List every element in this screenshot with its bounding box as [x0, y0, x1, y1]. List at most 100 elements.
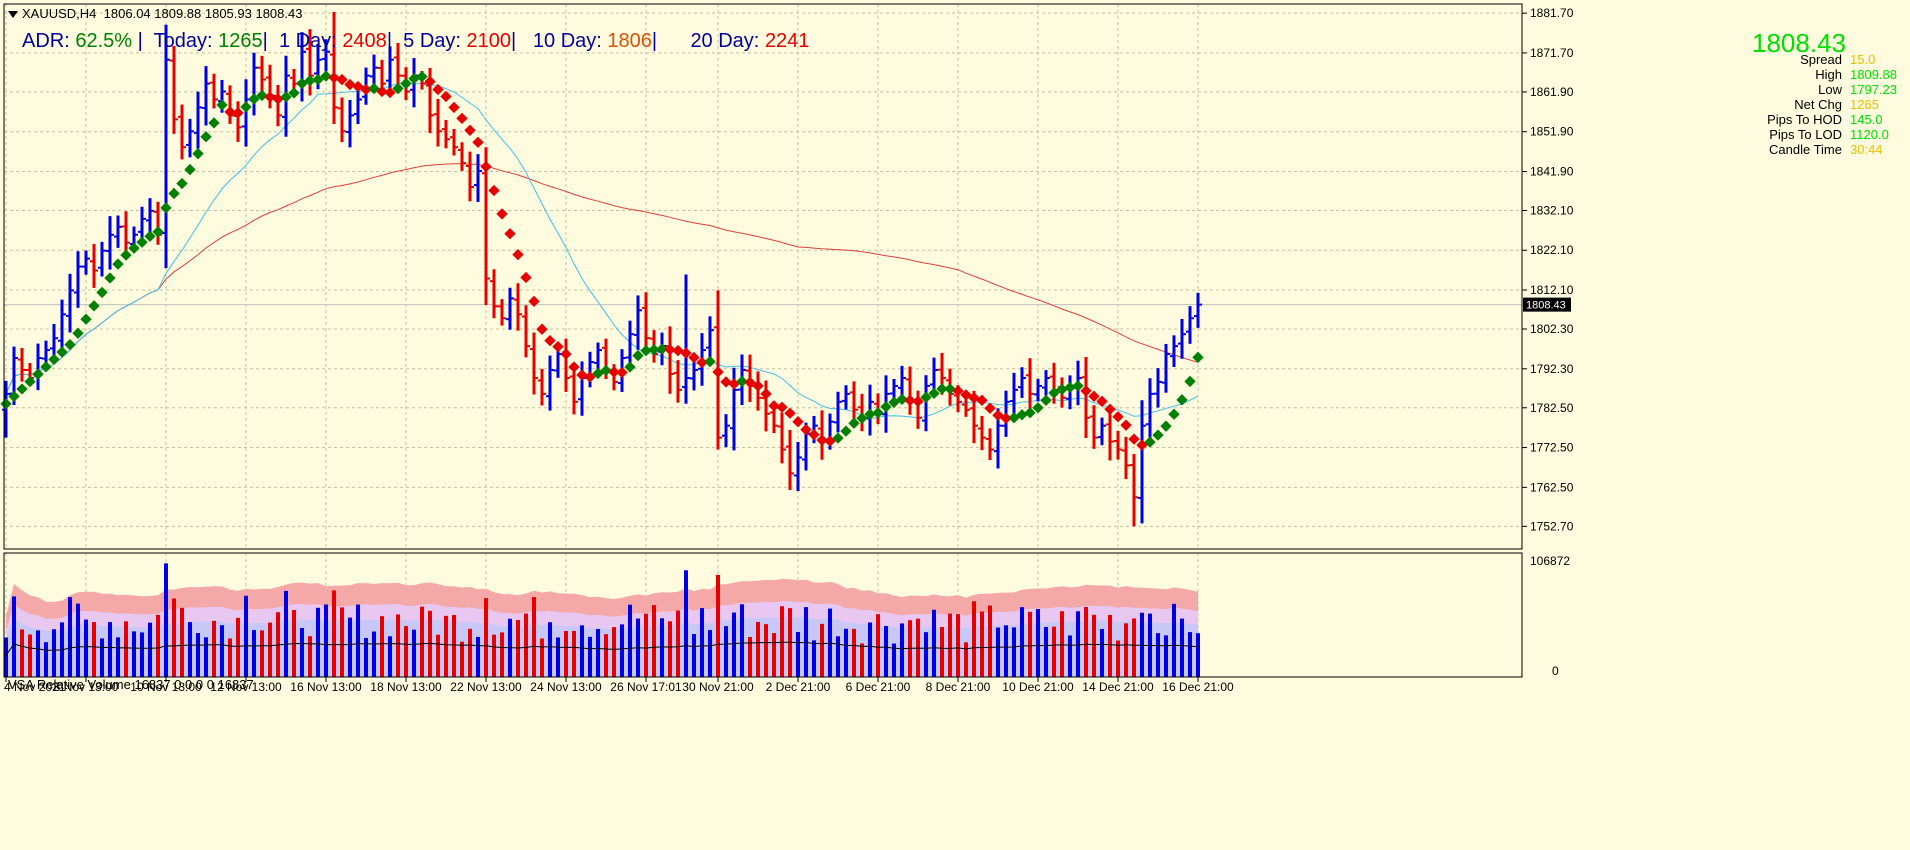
volume-bar: [436, 634, 440, 677]
trend-dot: [1024, 407, 1036, 419]
ohlc-bar: [1186, 306, 1194, 344]
volume-bar: [940, 626, 944, 677]
volume-bar: [1124, 623, 1128, 677]
y-tick-label: 1881.70: [1530, 6, 1574, 20]
trend-dot: [1016, 409, 1028, 421]
trend-dot: [472, 136, 484, 148]
trend-dot: [1072, 380, 1084, 392]
volume-bar: [740, 604, 744, 677]
trend-dots: [0, 70, 1204, 451]
volume-bar: [1076, 611, 1080, 677]
ohlc-bar: [1018, 367, 1026, 398]
volume-bar: [116, 637, 120, 677]
ohlc-bar: [202, 66, 210, 126]
ohlc-bar: [162, 24, 170, 269]
ohlc-bar: [530, 332, 538, 395]
trend-dot: [112, 258, 124, 270]
trend-dot: [1048, 387, 1060, 399]
trend-dot: [976, 394, 988, 406]
trend-dot: [568, 361, 580, 373]
x-tick-label: 2 Dec 21:00: [766, 680, 831, 694]
y-tick-label: 1752.70: [1530, 519, 1574, 533]
volume-bar: [932, 609, 936, 677]
x-tick-label: 8 Nov 13:00: [54, 680, 119, 694]
volume-bar: [764, 624, 768, 677]
volume-bar: [596, 629, 600, 677]
volume-bar: [1004, 625, 1008, 677]
x-tick-label: 10 Nov 13:00: [130, 680, 202, 694]
volume-bar: [724, 626, 728, 677]
x-tick-label: 8 Dec 21:00: [926, 680, 991, 694]
trend-dot: [488, 184, 500, 197]
ohlc-bar: [794, 441, 802, 492]
trend-dot: [1160, 420, 1172, 432]
ohlc-bar: [250, 52, 258, 116]
d5-label: 5 Day:: [403, 30, 461, 52]
trend-dot: [16, 383, 28, 395]
volume-bar: [252, 630, 256, 677]
trend-dot: [872, 407, 884, 419]
volume-bar: [356, 604, 360, 677]
trend-dot: [1184, 375, 1196, 388]
ohlc-bar: [434, 98, 442, 147]
symbol-header[interactable]: XAUUSD,H4 1806.04 1809.88 1805.93 1808.4…: [8, 6, 302, 21]
volume-subwindow: [4, 563, 1200, 677]
volume-bar: [716, 574, 720, 677]
x-tick-label: 12 Nov 13:00: [210, 680, 282, 694]
trend-dot: [48, 353, 60, 366]
x-tick-label: 26 Nov 17:01: [610, 680, 682, 694]
dropdown-triangle-icon[interactable]: [8, 11, 18, 19]
volume-bar: [452, 614, 456, 677]
volume-bar: [124, 621, 128, 677]
volume-bar: [660, 618, 664, 677]
trend-dot: [720, 376, 732, 388]
trend-dot: [784, 407, 796, 419]
info-value: 145.0: [1850, 112, 1883, 127]
ohlc-bar: [458, 142, 466, 171]
volume-bar: [1172, 603, 1176, 677]
volume-bar: [68, 597, 72, 677]
ohlc-bar: [1162, 343, 1170, 393]
ohlc-bar: [90, 243, 98, 288]
ohlc-bar: [66, 273, 74, 333]
ohlc-bar: [666, 326, 674, 394]
ohlc-bar: [474, 154, 482, 202]
trend-dot: [64, 338, 76, 351]
volume-bar: [172, 598, 176, 677]
volume-bar: [284, 590, 288, 677]
ohlc-bar: [506, 287, 514, 330]
volume-bar: [868, 622, 872, 677]
volume-bar: [164, 563, 168, 677]
ohlc-bar: [1122, 436, 1130, 480]
ohlc-bar: [842, 385, 850, 410]
volume-bar: [924, 632, 928, 677]
volume-bar: [260, 630, 264, 677]
volume-bar: [1044, 626, 1048, 677]
trend-dot: [880, 401, 892, 413]
volume-bar: [484, 598, 488, 677]
sep-3: |: [386, 30, 393, 52]
ohlc-bar: [498, 299, 506, 326]
volume-bar: [44, 642, 48, 677]
ohlc-bar: [354, 89, 362, 125]
trend-dot: [1056, 383, 1068, 396]
grid-lines: [4, 4, 1522, 677]
trend-dot: [1000, 412, 1012, 424]
volume-bar: [756, 621, 760, 677]
ohlc-bar: [98, 241, 106, 277]
y-tick-label: 1762.50: [1530, 480, 1574, 494]
trend-dot: [152, 226, 164, 238]
trend-dot: [328, 71, 340, 84]
trend-dot: [240, 101, 252, 113]
d5-value: 2100: [466, 30, 512, 52]
ohlc-bar: [594, 342, 602, 371]
trend-dot: [696, 356, 708, 369]
ohlc-bar: [634, 295, 642, 350]
volume-bar: [684, 570, 688, 677]
volume-bar: [612, 627, 616, 677]
volume-bar: [180, 607, 184, 677]
volume-bar: [372, 631, 376, 677]
volume-bar: [332, 590, 336, 677]
ohlc-bar: [858, 393, 866, 432]
